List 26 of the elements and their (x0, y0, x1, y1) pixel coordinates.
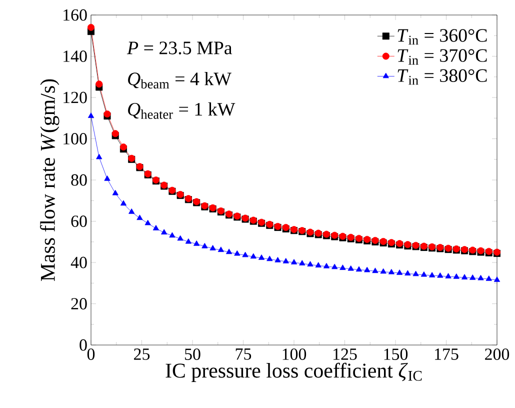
y-tick-label: 100 (64, 133, 87, 144)
x-tick-label: 50 (185, 348, 200, 360)
x-tick-label: 25 (134, 348, 150, 360)
x-tick-label: 75 (236, 348, 252, 360)
legend-label: T$_{in}$ = 380°C (398, 69, 487, 85)
y-tick-label: 160 (64, 9, 87, 21)
y-tick-label: 20 (71, 298, 87, 310)
y-tick-label: 120 (64, 92, 87, 104)
y-tick-label: 60 (71, 216, 87, 227)
x-tick-label: 125 (334, 348, 357, 360)
x-tick-label: 150 (384, 348, 408, 360)
y-tick-label: 40 (70, 256, 87, 268)
x-tick-label: 0 (87, 348, 95, 360)
x-tick-label: 100 (282, 348, 306, 360)
x-tick-label: 200 (485, 348, 510, 360)
legend-label: T$_{in}$ = 360°C (398, 29, 487, 45)
y-tick-label: 0 (80, 339, 87, 351)
annotation: P = 23.5 MPa (126, 42, 232, 54)
y-tick-label: 140 (64, 50, 87, 62)
x-tick-label: 175 (435, 348, 458, 360)
annotation: Q$_{heater}$ = 1 kW (128, 102, 236, 119)
legend-label: T$_{in}$ = 370°C (398, 49, 487, 65)
y-axis-title: Mass flow rate W(gm/s) (40, 79, 60, 281)
annotation: Q$_{beam}$ = 4 kW (128, 72, 232, 88)
x-axis-title: IC pressure loss coefficient ζ$_{IC}$ (166, 362, 422, 382)
y-tick-label: 80 (71, 174, 87, 186)
